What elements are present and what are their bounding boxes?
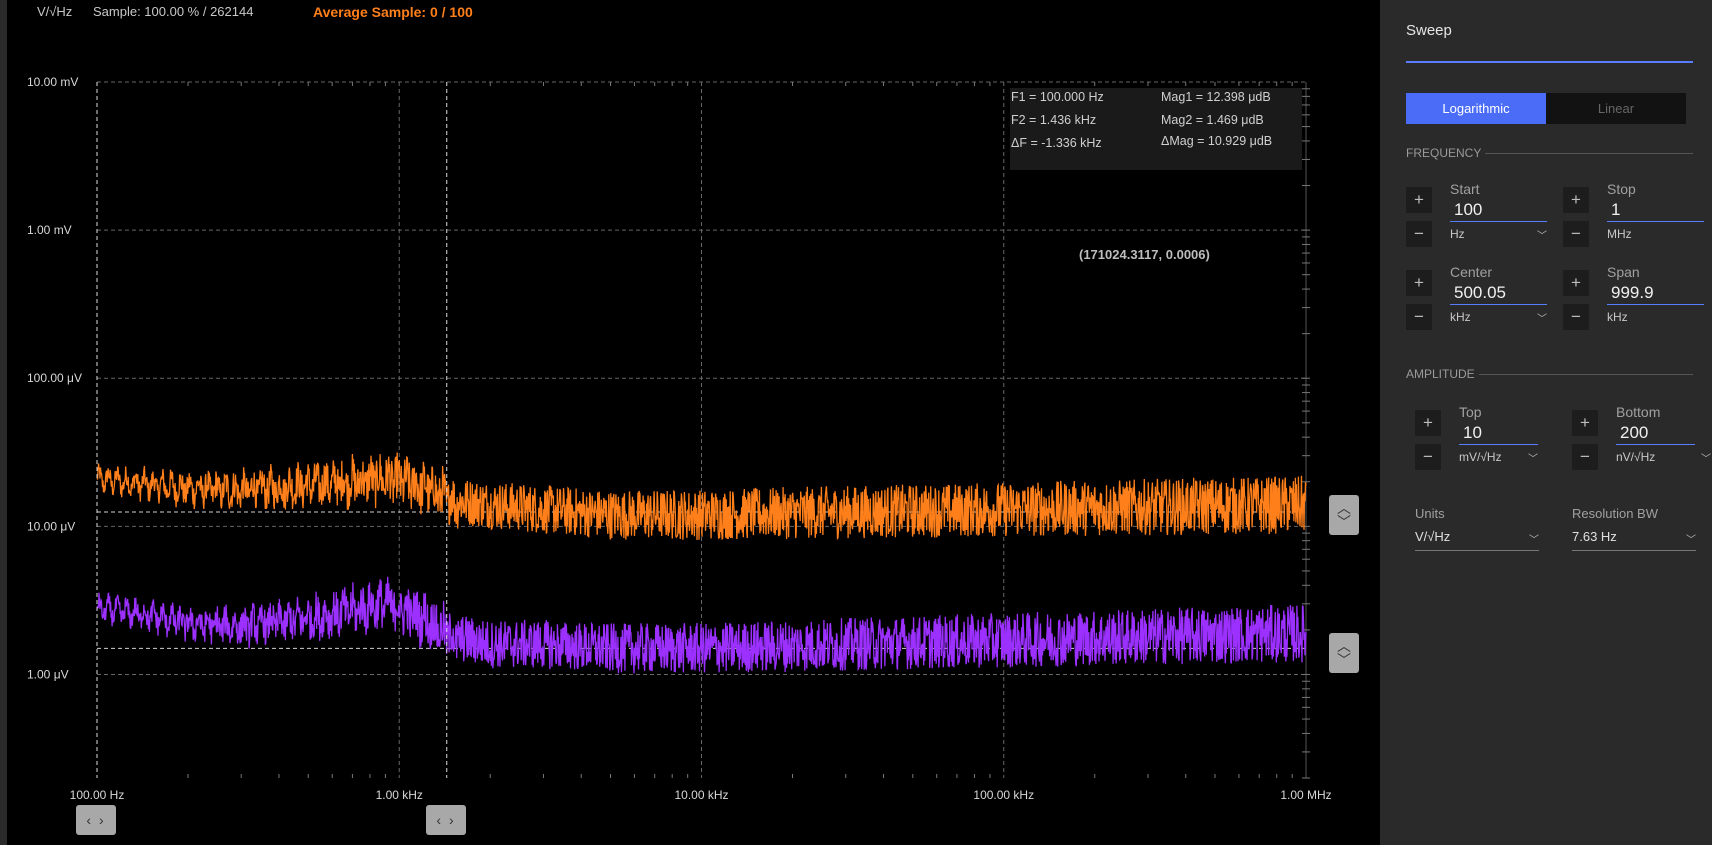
plot-area: V/√Hz Sample: 100.00 % / 262144 Average …: [0, 0, 1380, 845]
start-decrement-button[interactable]: −: [1406, 221, 1432, 247]
tick-layer: [187, 82, 1310, 779]
cursor1-drag-handle[interactable]: ‹ ›: [76, 805, 116, 835]
y-tick-label: 1.00 μV: [27, 667, 69, 681]
marker-readout-box: F1 = 100.000 Hz F2 = 1.436 kHz ΔF = -1.3…: [1010, 88, 1302, 170]
center-label: Center: [1450, 264, 1493, 280]
marker-delta-mag: ΔMag = 10.929 μdB: [1161, 134, 1273, 148]
start-field: + − Start Hz﹀: [1406, 181, 1566, 251]
chevron-left-right-icon: ‹ ›: [436, 812, 456, 828]
marker-delta-f: ΔF = -1.336 kHz: [1011, 136, 1102, 150]
y-tick-label: 10.00 μV: [27, 519, 75, 533]
x-tick-label: 100.00 kHz: [973, 788, 1034, 802]
stop-label: Stop: [1607, 181, 1636, 197]
y-tick-label: 100.00 μV: [27, 371, 82, 385]
units-label: Units: [1415, 506, 1445, 521]
series-layer: [96, 452, 1307, 674]
tab-sweep[interactable]: Sweep: [1406, 22, 1452, 39]
units-dropdown: Units V/√Hz ﹀: [1415, 506, 1539, 551]
cursor2-drag-handle[interactable]: ‹ ›: [426, 805, 466, 835]
start-input[interactable]: [1450, 198, 1547, 222]
bottom-unit-select[interactable]: nV/√Hz ﹀: [1616, 450, 1711, 465]
chevron-down-icon: ﹀: [1528, 454, 1538, 465]
x-tick-label: 10.00 kHz: [674, 788, 728, 802]
start-increment-button[interactable]: +: [1406, 187, 1432, 213]
stop-input[interactable]: [1607, 198, 1704, 222]
chevron-down-icon: ﹀: [1529, 535, 1539, 546]
bottom-increment-button[interactable]: +: [1572, 410, 1598, 436]
chevron-down-icon: ﹀: [1701, 454, 1711, 465]
center-field: + − Center kHz﹀: [1406, 264, 1566, 334]
spectrum-trace-1: [96, 452, 1307, 541]
x-tick-label: 1.00 kHz: [376, 788, 423, 802]
span-label: Span: [1607, 264, 1640, 280]
marker-mag1: Mag1 = 12.398 μdB: [1161, 90, 1271, 104]
span-field: + − Span kHz: [1563, 264, 1712, 334]
window-edge: [0, 0, 7, 845]
stop-unit: MHz: [1607, 227, 1632, 241]
chevron-up-icon: ︿: [1337, 500, 1351, 516]
y-tick-label: 10.00 mV: [27, 75, 78, 89]
span-unit: kHz: [1607, 310, 1628, 324]
marker-mag2: Mag2 = 1.469 μdB: [1161, 113, 1264, 127]
stop-field: + − Stop MHz: [1563, 181, 1712, 251]
top-unit-select[interactable]: mV/√Hz ﹀: [1459, 450, 1538, 465]
bottom-field: + − Bottom nV/√Hz﹀: [1572, 404, 1712, 474]
chevron-down-icon: ﹀: [1537, 231, 1547, 242]
center-increment-button[interactable]: +: [1406, 270, 1432, 296]
units-select[interactable]: V/√Hz ﹀: [1415, 529, 1539, 551]
chevron-up-icon: ︿: [1337, 638, 1351, 654]
unit-label: V/√Hz: [37, 4, 73, 19]
center-unit-select[interactable]: kHz ﹀: [1450, 310, 1547, 325]
span-input[interactable]: [1607, 281, 1704, 305]
start-label: Start: [1450, 181, 1480, 197]
top-label: Top: [1459, 404, 1482, 420]
spectrum-trace-2: [96, 576, 1307, 674]
stop-increment-button[interactable]: +: [1563, 187, 1589, 213]
chevron-left-right-icon: ‹ ›: [86, 812, 106, 828]
logarithmic-button[interactable]: Logarithmic: [1406, 93, 1546, 124]
bottom-decrement-button[interactable]: −: [1572, 444, 1598, 470]
top-increment-button[interactable]: +: [1415, 410, 1441, 436]
x-tick-label: 1.00 MHz: [1280, 788, 1331, 802]
scale-mode-toggle: Logarithmic Linear: [1406, 93, 1686, 124]
resolution-bw-label: Resolution BW: [1572, 506, 1658, 521]
chevron-down-icon: ﹀: [1686, 535, 1696, 546]
center-decrement-button[interactable]: −: [1406, 304, 1432, 330]
start-unit-select[interactable]: Hz ﹀: [1450, 227, 1547, 242]
top-field: + − Top mV/√Hz﹀: [1415, 404, 1575, 474]
label-layer: 10.00 mV 1.00 mV 100.00 μV 10.00 μV 1.00 μV 1…: [27, 75, 1332, 802]
chevron-down-icon: ﹀: [1537, 314, 1547, 325]
linear-button[interactable]: Linear: [1546, 93, 1686, 124]
resolution-bw-dropdown: Resolution BW 7.63 Hz ﹀: [1572, 506, 1696, 551]
tab-underline: [1406, 61, 1693, 63]
marker-f1: F1 = 100.000 Hz: [1011, 90, 1104, 104]
cursor-coordinate-readout: (171024.3117, 0.0006): [1079, 247, 1210, 262]
top-input[interactable]: [1459, 421, 1538, 445]
purple-level-handle[interactable]: ︿ ﹀: [1329, 633, 1359, 673]
bottom-label: Bottom: [1616, 404, 1661, 420]
marker-f2: F2 = 1.436 kHz: [1011, 113, 1097, 127]
span-increment-button[interactable]: +: [1563, 270, 1589, 296]
spectrum-chart[interactable]: 10.00 mV 1.00 mV 100.00 μV 10.00 μV 1.00 μV 1…: [0, 0, 1380, 845]
cursor-layer: [96, 82, 448, 778]
frequency-section-label: FREQUENCY: [1406, 146, 1693, 160]
x-tick-label: 100.00 Hz: [70, 788, 125, 802]
center-input[interactable]: [1450, 281, 1547, 305]
grid-layer: [96, 81, 1307, 778]
stop-decrement-button[interactable]: −: [1563, 221, 1589, 247]
sample-status: Sample: 100.00 % / 262144: [93, 4, 254, 19]
average-status: Average Sample: 0 / 100: [313, 4, 473, 20]
bottom-input[interactable]: [1616, 421, 1695, 445]
sweep-settings-panel: Sweep Logarithmic Linear FREQUENCY + − S…: [1380, 0, 1712, 845]
chevron-down-icon: ﹀: [1337, 652, 1351, 668]
y-tick-label: 1.00 mV: [27, 223, 72, 237]
orange-level-handle[interactable]: ︿ ﹀: [1329, 495, 1359, 535]
span-decrement-button[interactable]: −: [1563, 304, 1589, 330]
chevron-down-icon: ﹀: [1337, 514, 1351, 530]
resolution-bw-select[interactable]: 7.63 Hz ﹀: [1572, 529, 1696, 551]
amplitude-section-label: AMPLITUDE: [1406, 367, 1693, 381]
top-decrement-button[interactable]: −: [1415, 444, 1441, 470]
